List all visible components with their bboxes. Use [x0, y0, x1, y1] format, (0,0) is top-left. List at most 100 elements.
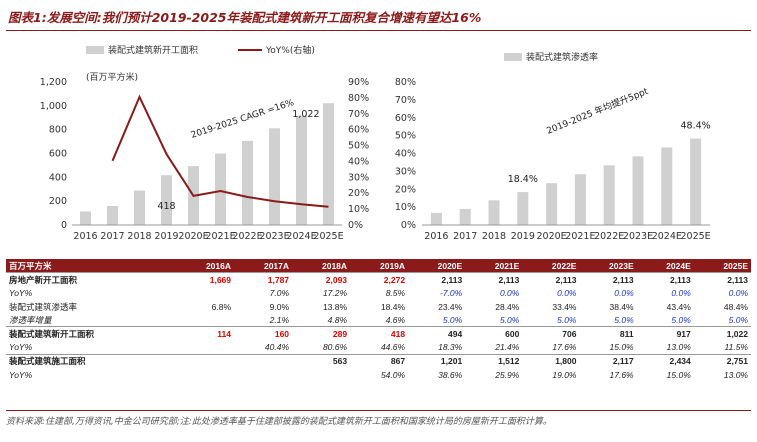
label-2025-value: 1,022: [292, 109, 319, 120]
x-tick-label: 2022E: [594, 231, 624, 242]
table-cell: 0.0%: [614, 287, 634, 298]
yoy-line: [111, 94, 329, 208]
table-cell: 2,113: [408, 272, 466, 287]
y-tick-label: 1,200: [40, 77, 67, 88]
table-cell: 2,434: [636, 353, 694, 368]
y2-tick-label: 50%: [348, 141, 369, 152]
y2-tick-label: 0%: [348, 220, 363, 231]
bar-penetration-2023E: [632, 156, 644, 225]
table-cell: 9.0%: [269, 301, 290, 312]
table-row: 装配式建筑施工面积 563 867 1,201 1,512 1,800 2,117 2,434…: [6, 353, 751, 368]
table-cell: 4.6%: [385, 314, 406, 325]
x-tick-label: 2023E: [623, 231, 653, 242]
x-tick-label: 2020E: [537, 231, 567, 242]
table-row: YoY% 7.0% 17.2% 8.5% -7.0% 0.0% 0.0% 0.0% 0.0% 0.…: [6, 286, 751, 300]
table-cell: 1,512: [465, 353, 523, 368]
table-year-header: 2025E: [723, 260, 748, 271]
row-label: 房地产新开工面积: [6, 272, 176, 287]
bar-area-2017: [107, 205, 118, 225]
table-cell: 11.5%: [724, 342, 748, 353]
x-tick-label: 2017: [453, 231, 477, 242]
table-cell: 0.0%: [728, 287, 748, 298]
x-tick-label: 2022E: [232, 231, 262, 242]
table-cell: 18.3%: [438, 342, 463, 353]
x-tick-label: 2017: [100, 231, 124, 242]
bar-area-2023E: [269, 128, 280, 225]
x-tick-label: 2019: [511, 231, 535, 242]
table-cell: 6.8%: [211, 301, 232, 312]
table-cell: 2,113: [693, 272, 751, 287]
label-2019-value: 418: [157, 201, 175, 212]
table-year-header: 2023E: [609, 260, 634, 271]
table-cell: 15.0%: [666, 369, 691, 380]
table-year-header: 2019A: [380, 260, 406, 271]
table-cell: 2,117: [579, 353, 637, 368]
table-cell: 54.0%: [380, 369, 406, 380]
x-tick-label: 2018: [127, 231, 151, 242]
y-tick-label: 10%: [395, 202, 416, 213]
table-cell: 2,093: [292, 272, 351, 287]
table-cell: 1,022: [693, 326, 751, 341]
table-cell: [234, 353, 293, 368]
table-cell: 706: [522, 326, 580, 341]
y-tick-label: 600: [49, 149, 67, 160]
title-divider: [6, 30, 751, 31]
x-tick-label: 2023E: [259, 231, 289, 242]
bar-area-2025E: [323, 103, 334, 225]
table-cell: 4.8%: [327, 314, 348, 325]
row-label: YoY%: [9, 342, 33, 353]
y-tick-label: 30%: [395, 166, 416, 177]
table-cell: 18.4%: [380, 301, 406, 312]
x-tick-label: 2016: [73, 231, 97, 242]
table-row: 装配式建筑渗透率 6.8% 9.0% 13.8% 18.4% 23.4% 28.4% 33.4…: [6, 300, 751, 314]
table-cell: [176, 353, 235, 368]
y-tick-label: 40%: [395, 149, 416, 160]
table-cell: 2,113: [465, 272, 523, 287]
source-note: 资料来源:住建部,万得资讯,中金公司研究部;注:此处渗透率基于住建部披露的装配式…: [6, 410, 751, 427]
row-label: 渗透率增量: [9, 314, 52, 325]
table-cell: 2,113: [579, 272, 637, 287]
table-cell: 5.0%: [499, 314, 520, 325]
y-tick-label: 80%: [395, 77, 416, 88]
table-cell: 13.0%: [666, 342, 691, 353]
bar-area-2018: [134, 190, 145, 225]
table-cell: 0.0%: [499, 287, 520, 298]
x-tick-label: 2024E: [286, 231, 316, 242]
table-year-header: 2022E: [551, 260, 577, 271]
bar-penetration-2024E: [661, 147, 673, 225]
y2-tick-label: 20%: [348, 188, 369, 199]
table-cell: 2,751: [693, 353, 751, 368]
bar-area-2021E: [215, 153, 226, 225]
bar-penetration-2018: [488, 200, 500, 225]
table-row: 渗透率增量 2.1% 4.8% 4.6% 5.0% 5.0% 5.0% 5.0% 5.0% 5.0…: [6, 313, 751, 327]
table-cell: 1,201: [408, 353, 466, 368]
y-tick-label: 0%: [401, 220, 416, 231]
table-cell: [176, 313, 234, 327]
table-cell: 494: [408, 326, 466, 341]
table-cell: 8.5%: [385, 287, 406, 298]
bar-area-2019: [161, 175, 172, 225]
label-2019-value: 18.4%: [508, 174, 538, 185]
table-cell: 563: [292, 353, 351, 368]
table-year-header: 2021E: [494, 260, 520, 271]
y-tick-label: 1,000: [40, 101, 67, 112]
x-tick-label: 2021E: [205, 231, 235, 242]
table-cell: [176, 286, 234, 300]
x-tick-label: 2024E: [652, 231, 682, 242]
x-tick-label: 2020E: [178, 231, 208, 242]
table-row: YoY% 54.0% 38.6% 25.9% 19.0% 17.6% 15.0% 13.0%: [6, 368, 751, 382]
table-body: 房地产新开工面积 1,669 1,787 2,093 2,272 2,113 2,113 2,…: [6, 272, 751, 382]
bar-penetration-2016: [430, 212, 442, 225]
table-cell: 5.0%: [442, 314, 463, 325]
row-label: 装配式建筑渗透率: [9, 301, 78, 312]
table-cell: 2.1%: [269, 314, 290, 325]
legend-swatch-penetration: [504, 53, 522, 61]
bar-penetration-2019: [517, 192, 529, 225]
table-cell: 1,787: [234, 272, 293, 287]
table-cell: 5.0%: [728, 314, 748, 325]
table-cell: 17.6%: [552, 342, 577, 353]
table-cell: 33.4%: [552, 301, 577, 312]
table-row: 装配式建筑新开工面积 114 160 289 418 494 600 706 811 917 1,0…: [6, 326, 751, 341]
table-cell: 811: [579, 326, 637, 341]
table-cell: 2,113: [522, 272, 580, 287]
